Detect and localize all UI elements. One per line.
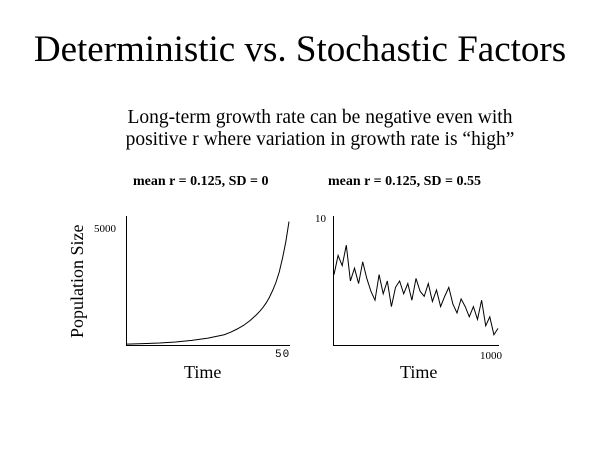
chart-right-title: mean r = 0.125, SD = 0.55: [328, 174, 481, 189]
subtitle-line-2: positive r where variation in growth rat…: [125, 129, 515, 150]
chart-left-x-axis-label: Time: [184, 362, 222, 382]
chart-left-x-tick-label: 50: [275, 349, 291, 361]
chart-left-y-tick-label: 5000: [94, 223, 116, 235]
slide-subtitle: Long-term growth rate can be negative ev…: [0, 107, 600, 151]
chart-right-x-tick-label: 1000: [480, 350, 502, 362]
chart-left-series-line: [126, 221, 290, 345]
chart-right-y-tick-label: 10: [315, 213, 326, 225]
chart-left-plot: [126, 216, 290, 346]
chart-right-series-line: [333, 245, 499, 337]
chart-right-plot: [333, 216, 499, 346]
slide-title: Deterministic vs. Stochastic Factors: [33, 29, 567, 70]
chart-left-title: mean r = 0.125, SD = 0: [133, 174, 269, 189]
y-axis-label: Population Size: [67, 224, 87, 339]
subtitle-line-1: Long-term growth rate can be negative ev…: [127, 107, 513, 128]
chart-right-x-axis-label: Time: [400, 362, 438, 382]
